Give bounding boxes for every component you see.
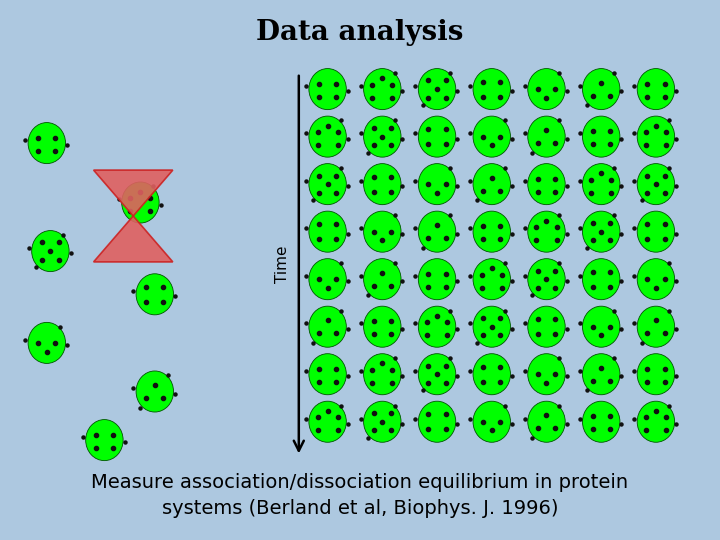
Ellipse shape xyxy=(418,401,456,442)
Ellipse shape xyxy=(473,211,510,252)
Ellipse shape xyxy=(309,259,346,300)
Ellipse shape xyxy=(582,116,620,157)
Ellipse shape xyxy=(637,259,675,300)
Ellipse shape xyxy=(309,306,346,347)
Text: Measure association/dissociation equilibrium in protein: Measure association/dissociation equilib… xyxy=(91,472,629,491)
Ellipse shape xyxy=(418,116,456,157)
Ellipse shape xyxy=(528,306,565,347)
Ellipse shape xyxy=(528,259,565,300)
Ellipse shape xyxy=(528,401,565,442)
Ellipse shape xyxy=(528,116,565,157)
Ellipse shape xyxy=(418,69,456,110)
Ellipse shape xyxy=(637,116,675,157)
Ellipse shape xyxy=(528,164,565,205)
Ellipse shape xyxy=(528,354,565,395)
Ellipse shape xyxy=(473,401,510,442)
Ellipse shape xyxy=(637,401,675,442)
Ellipse shape xyxy=(364,306,401,347)
Ellipse shape xyxy=(364,259,401,300)
Ellipse shape xyxy=(637,354,675,395)
Ellipse shape xyxy=(582,164,620,205)
Ellipse shape xyxy=(637,69,675,110)
Ellipse shape xyxy=(364,401,401,442)
Ellipse shape xyxy=(473,259,510,300)
Ellipse shape xyxy=(473,69,510,110)
Ellipse shape xyxy=(418,164,456,205)
Ellipse shape xyxy=(582,306,620,347)
Ellipse shape xyxy=(136,371,174,412)
Ellipse shape xyxy=(473,164,510,205)
Ellipse shape xyxy=(582,69,620,110)
Ellipse shape xyxy=(473,354,510,395)
Ellipse shape xyxy=(528,69,565,110)
Ellipse shape xyxy=(309,401,346,442)
Ellipse shape xyxy=(582,259,620,300)
Ellipse shape xyxy=(28,123,66,164)
Ellipse shape xyxy=(309,211,346,252)
Ellipse shape xyxy=(637,306,675,347)
Text: Time: Time xyxy=(276,246,290,284)
Ellipse shape xyxy=(32,231,69,272)
Ellipse shape xyxy=(473,116,510,157)
Ellipse shape xyxy=(582,211,620,252)
Ellipse shape xyxy=(364,211,401,252)
Ellipse shape xyxy=(364,69,401,110)
Ellipse shape xyxy=(637,164,675,205)
Ellipse shape xyxy=(418,259,456,300)
Ellipse shape xyxy=(473,306,510,347)
Ellipse shape xyxy=(309,164,346,205)
Ellipse shape xyxy=(637,211,675,252)
Polygon shape xyxy=(94,170,173,216)
Text: Data analysis: Data analysis xyxy=(256,19,464,46)
Ellipse shape xyxy=(582,401,620,442)
Ellipse shape xyxy=(418,354,456,395)
Ellipse shape xyxy=(582,354,620,395)
Ellipse shape xyxy=(309,116,346,157)
Text: systems (Berland et al, Biophys. J. 1996): systems (Berland et al, Biophys. J. 1996… xyxy=(162,500,558,518)
Ellipse shape xyxy=(86,420,123,461)
Ellipse shape xyxy=(309,69,346,110)
Ellipse shape xyxy=(122,182,159,223)
Ellipse shape xyxy=(364,116,401,157)
Ellipse shape xyxy=(364,354,401,395)
Ellipse shape xyxy=(418,306,456,347)
Ellipse shape xyxy=(28,322,66,363)
Ellipse shape xyxy=(528,211,565,252)
Polygon shape xyxy=(94,216,173,262)
Ellipse shape xyxy=(309,354,346,395)
Ellipse shape xyxy=(418,211,456,252)
Ellipse shape xyxy=(136,274,174,315)
Ellipse shape xyxy=(364,164,401,205)
